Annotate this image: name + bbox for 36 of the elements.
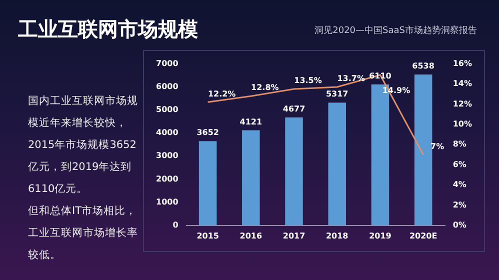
y-tick-label: 4000 — [156, 128, 179, 138]
x-tick-label: 2015 — [196, 231, 220, 240]
y-tick-label: 0 — [172, 220, 179, 230]
y2-tick-label: 2% — [452, 200, 466, 210]
text: 国内工业互联网市场规模近年来增长较快，2015年市场规模3652亿元，到2019年达到6110亿元。 — [28, 94, 138, 197]
data-label: 13.7% — [337, 74, 365, 84]
y2-tick-label: 0% — [452, 220, 466, 230]
y2-tick-label: 16% — [452, 58, 472, 68]
x-tick-label: 2017 — [282, 231, 306, 240]
x-tick-label: 2018 — [326, 231, 349, 240]
y2-tick-label: 8% — [452, 140, 466, 149]
y-tick-label: 5000 — [156, 105, 179, 114]
data-label: 4121 — [240, 117, 262, 126]
y-tick-label: 2000 — [156, 174, 179, 184]
data-label: 13.5% — [294, 76, 322, 86]
y-tick-label: 1000 — [156, 197, 179, 206]
y2-tick-label: 4% — [452, 180, 466, 190]
x-tick-label: 2019 — [369, 231, 392, 240]
data-label: 5317 — [326, 90, 348, 99]
y2-tick-label: 10% — [452, 119, 472, 128]
data-label: 12.8% — [251, 83, 279, 92]
y2-tick-label: 6% — [452, 160, 466, 169]
y-tick-label: 6000 — [156, 82, 179, 91]
data-label: 4677 — [282, 104, 306, 114]
y2-tick-label: 14% — [452, 79, 472, 88]
y2-tick-label: 12% — [452, 99, 472, 108]
data-label: 3652 — [196, 128, 219, 138]
chart-subtitle: 洞见2020—中国SaaS市场趋势洞察报告 — [314, 24, 477, 37]
x-tick-label: 2016 — [240, 231, 262, 240]
data-label: 6538 — [412, 62, 435, 71]
text: 但和总体IT市场相比，工业互联网市场增长率较低。 — [28, 204, 138, 263]
x-tick-label: 2020E — [409, 231, 438, 240]
chart-title: 工业互联网市场规模 — [18, 16, 198, 43]
y-tick-label: 3000 — [156, 151, 179, 160]
data-label: 12.2% — [208, 89, 236, 98]
y-tick-label: 7000 — [156, 58, 179, 68]
